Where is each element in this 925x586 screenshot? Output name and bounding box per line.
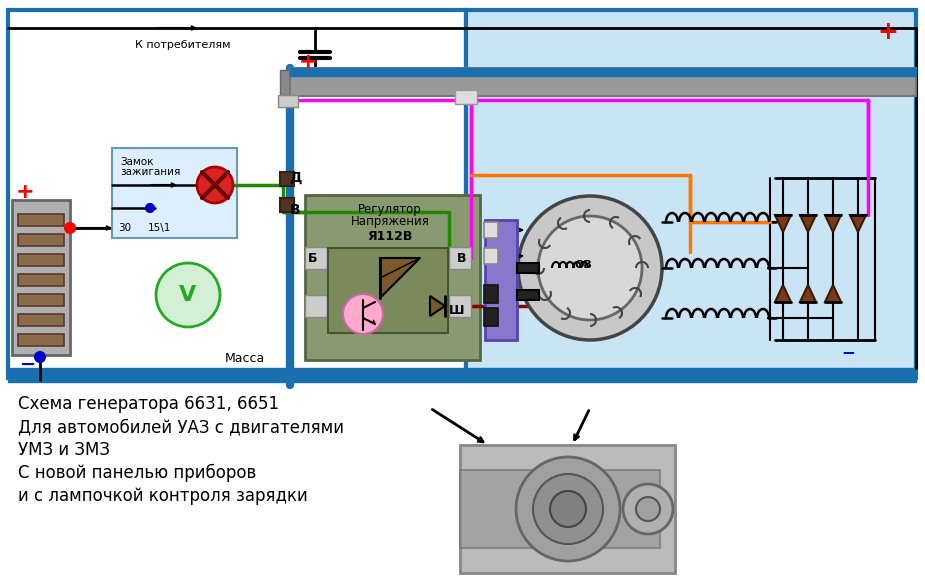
Text: УМЗ и ЗМЗ: УМЗ и ЗМЗ [18, 441, 110, 459]
Circle shape [343, 294, 383, 334]
Polygon shape [825, 215, 841, 232]
Bar [466, 10, 916, 378]
Text: +: + [299, 52, 317, 72]
Text: Схема генератора 6631, 6651: Схема генератора 6631, 6651 [18, 395, 279, 413]
Bar [12, 200, 70, 355]
Bar [305, 295, 327, 317]
Text: В: В [457, 251, 467, 264]
Bar [305, 195, 480, 360]
Bar [449, 247, 471, 269]
Circle shape [533, 474, 603, 544]
Circle shape [538, 216, 642, 320]
Bar [328, 248, 448, 333]
Polygon shape [800, 215, 816, 232]
Circle shape [197, 167, 233, 203]
Text: −: − [19, 355, 36, 373]
Bar [484, 285, 498, 303]
Bar [290, 68, 916, 76]
Bar [18, 274, 64, 286]
Bar [112, 148, 237, 238]
Text: Б: Б [308, 251, 318, 264]
Polygon shape [850, 215, 866, 232]
Polygon shape [800, 285, 816, 302]
Bar [280, 172, 294, 186]
Circle shape [550, 491, 586, 527]
Circle shape [518, 196, 662, 340]
Bar [278, 95, 298, 107]
Text: и с лампочкой контроля зарядки: и с лампочкой контроля зарядки [18, 487, 308, 505]
Text: К потребителям: К потребителям [135, 40, 230, 50]
Circle shape [636, 497, 660, 521]
Bar [484, 222, 498, 238]
Bar [18, 254, 64, 266]
Text: зажигания: зажигания [120, 167, 180, 177]
Bar [485, 220, 517, 340]
Bar [18, 234, 64, 246]
Text: С новой панелью приборов: С новой панелью приборов [18, 464, 256, 482]
Circle shape [65, 223, 75, 233]
Bar [517, 263, 539, 273]
Text: Регулятор: Регулятор [358, 203, 422, 216]
Bar [484, 308, 498, 326]
Bar [18, 214, 64, 226]
Text: Ш: Ш [450, 304, 464, 316]
Bar [8, 10, 466, 378]
Text: +: + [878, 20, 898, 44]
Bar [290, 68, 916, 96]
Bar [460, 445, 675, 573]
Circle shape [146, 204, 154, 212]
Text: ОВ: ОВ [574, 260, 592, 270]
Text: 30: 30 [118, 223, 131, 233]
Bar [280, 198, 294, 212]
Text: Замок: Замок [120, 157, 154, 167]
Bar [305, 247, 327, 269]
Circle shape [156, 263, 220, 327]
Polygon shape [825, 285, 841, 302]
Bar [18, 314, 64, 326]
Polygon shape [775, 285, 791, 302]
Text: Для автомобилей УАЗ с двигателями: Для автомобилей УАЗ с двигателями [18, 418, 344, 436]
Text: V: V [179, 285, 197, 305]
Text: Напряжения: Напряжения [351, 216, 429, 229]
Circle shape [516, 457, 620, 561]
Polygon shape [430, 296, 445, 316]
Bar [18, 334, 64, 346]
Text: Масса: Масса [225, 352, 265, 364]
Text: +: + [16, 182, 34, 202]
Bar [455, 90, 477, 104]
Bar [280, 70, 290, 95]
Text: В: В [290, 203, 301, 217]
Bar [484, 248, 498, 264]
Polygon shape [380, 258, 420, 298]
Bar [517, 290, 539, 300]
Bar [18, 294, 64, 306]
Bar [460, 470, 660, 548]
Circle shape [623, 484, 673, 534]
Text: 15\1: 15\1 [148, 223, 171, 233]
Bar [449, 295, 471, 317]
Bar [8, 368, 916, 382]
Text: −: − [841, 343, 855, 361]
Circle shape [35, 352, 45, 362]
Text: Я112В: Я112В [367, 230, 413, 244]
Polygon shape [775, 215, 791, 232]
Text: Д: Д [289, 171, 302, 185]
